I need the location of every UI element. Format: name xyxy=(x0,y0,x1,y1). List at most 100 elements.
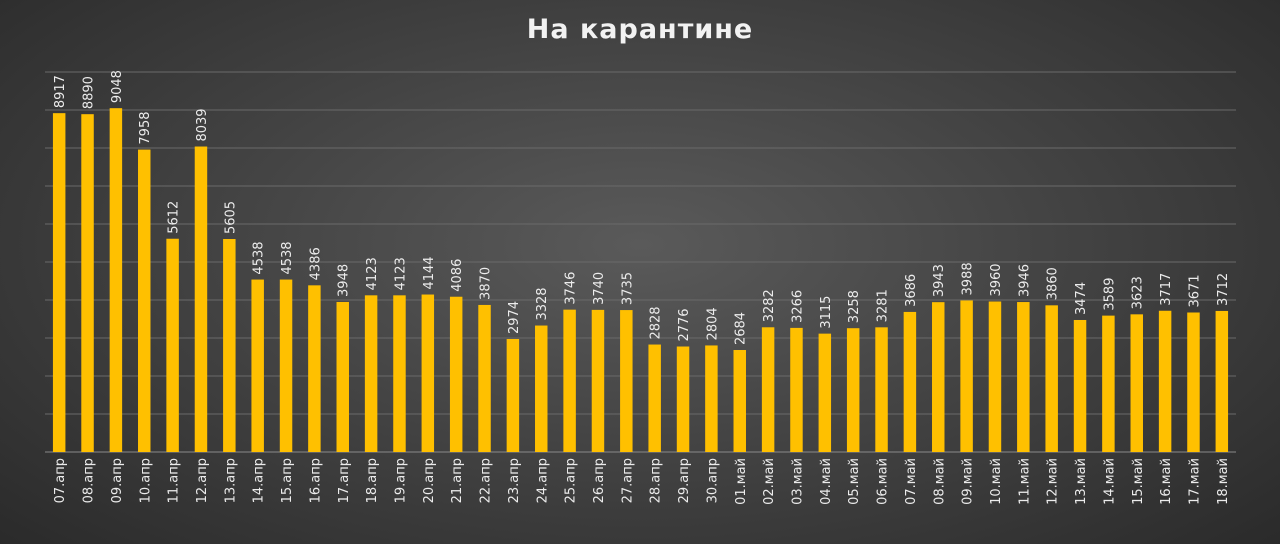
data-label: 8890 xyxy=(82,76,97,109)
x-tick-label: 10.май xyxy=(989,458,1004,505)
data-label-layer: 8917 8890 9048 7958 5612 8039 5605 4538 4538 4386… xyxy=(53,70,1231,345)
x-tick-label: 15.апр xyxy=(280,458,295,503)
data-label: 3115 xyxy=(819,296,834,329)
bar xyxy=(846,328,860,452)
x-tick-label: 28.апр xyxy=(649,458,664,503)
data-label: 3282 xyxy=(762,289,777,322)
bar xyxy=(1130,314,1143,452)
bar xyxy=(960,300,973,452)
data-label: 2776 xyxy=(677,308,692,341)
x-tick-label: 01.май xyxy=(734,458,749,505)
bar xyxy=(1215,310,1229,452)
bar xyxy=(790,327,803,452)
data-label: 8917 xyxy=(53,75,68,108)
bar xyxy=(535,325,548,452)
x-tick-label: 14.апр xyxy=(252,458,267,503)
x-tick-label: 18.апр xyxy=(365,458,380,503)
x-tick-label: 22.апр xyxy=(479,458,494,503)
x-tick-label: 19.апр xyxy=(393,458,408,503)
x-tick-label: 09.апр xyxy=(110,458,125,503)
data-label: 3960 xyxy=(989,263,1004,296)
bar xyxy=(733,350,746,452)
x-tick-label: 10.апр xyxy=(138,458,153,503)
x-tick-label: 30.апр xyxy=(705,458,720,503)
x-tick-label: 29.апр xyxy=(677,458,692,503)
data-label: 3946 xyxy=(1017,264,1032,297)
bar xyxy=(705,345,718,452)
bar xyxy=(676,346,690,452)
bar xyxy=(251,279,264,452)
x-tick-label: 18.май xyxy=(1216,458,1231,505)
bar xyxy=(364,295,378,452)
bar-layer xyxy=(52,108,1229,453)
bar xyxy=(1102,315,1115,452)
x-tick-label: 23.апр xyxy=(507,458,522,503)
data-label: 5605 xyxy=(223,201,238,234)
bar xyxy=(591,309,605,452)
data-label: 4144 xyxy=(422,256,437,289)
x-tick-label: 11.апр xyxy=(167,458,182,503)
bar xyxy=(393,295,406,452)
data-label: 5612 xyxy=(167,201,182,234)
data-label: 4123 xyxy=(365,257,380,290)
data-label: 3328 xyxy=(535,287,550,320)
x-tick-label: 13.май xyxy=(1074,458,1089,505)
data-label: 4538 xyxy=(252,241,267,274)
data-label: 3740 xyxy=(592,272,607,305)
chart-title: На карантине xyxy=(526,14,754,45)
bar xyxy=(620,310,633,452)
bar xyxy=(988,301,1002,452)
x-tick-label: 20.апр xyxy=(422,458,437,503)
x-tick-label: 12.май xyxy=(1046,458,1061,505)
bar xyxy=(223,239,236,452)
bar xyxy=(932,302,945,452)
x-tick-label: 15.май xyxy=(1131,458,1146,505)
bar xyxy=(1045,305,1058,452)
bar xyxy=(138,149,151,452)
data-label: 3870 xyxy=(479,267,494,300)
data-label: 3258 xyxy=(847,290,862,323)
bar xyxy=(336,301,349,452)
data-label: 2684 xyxy=(734,312,749,345)
data-label: 3686 xyxy=(904,274,919,307)
bar xyxy=(1017,302,1030,452)
x-tick-label: 16.май xyxy=(1159,458,1174,505)
x-tick-label: 05.май xyxy=(847,458,862,505)
data-label: 3589 xyxy=(1102,278,1117,311)
bar xyxy=(1158,310,1172,452)
data-label: 2828 xyxy=(649,306,664,339)
x-tick-label: 02.май xyxy=(762,458,777,505)
x-tick-label: 21.апр xyxy=(450,458,465,503)
data-label: 3266 xyxy=(790,290,805,323)
grid-layer xyxy=(45,71,1236,453)
data-label: 3474 xyxy=(1074,282,1089,315)
data-label: 4538 xyxy=(280,241,295,274)
bar xyxy=(478,304,491,452)
bar xyxy=(449,296,463,452)
x-tick-label: 06.май xyxy=(876,458,891,505)
bar xyxy=(563,309,576,452)
bar xyxy=(761,327,775,452)
x-tick-label: 13.апр xyxy=(223,458,238,503)
data-label: 3860 xyxy=(1046,267,1061,300)
data-label: 3281 xyxy=(876,289,891,322)
bar xyxy=(903,311,917,452)
data-label: 3948 xyxy=(337,264,352,297)
data-label: 9048 xyxy=(110,70,125,103)
x-tick-label: 24.апр xyxy=(535,458,550,503)
x-tick-label: 08.май xyxy=(932,458,947,505)
bar xyxy=(81,114,94,453)
x-tick-label: 17.май xyxy=(1187,458,1202,505)
data-label: 2974 xyxy=(507,301,522,334)
data-label: 3735 xyxy=(620,272,635,305)
x-tick-label: 16.апр xyxy=(308,458,323,503)
bar xyxy=(279,279,293,452)
x-tick-label: 12.апр xyxy=(195,458,210,503)
data-label: 7958 xyxy=(138,112,153,145)
x-tick-label: 27.апр xyxy=(620,458,635,503)
x-tick-label: 03.май xyxy=(790,458,805,505)
bar xyxy=(818,333,832,452)
bar xyxy=(109,108,123,453)
